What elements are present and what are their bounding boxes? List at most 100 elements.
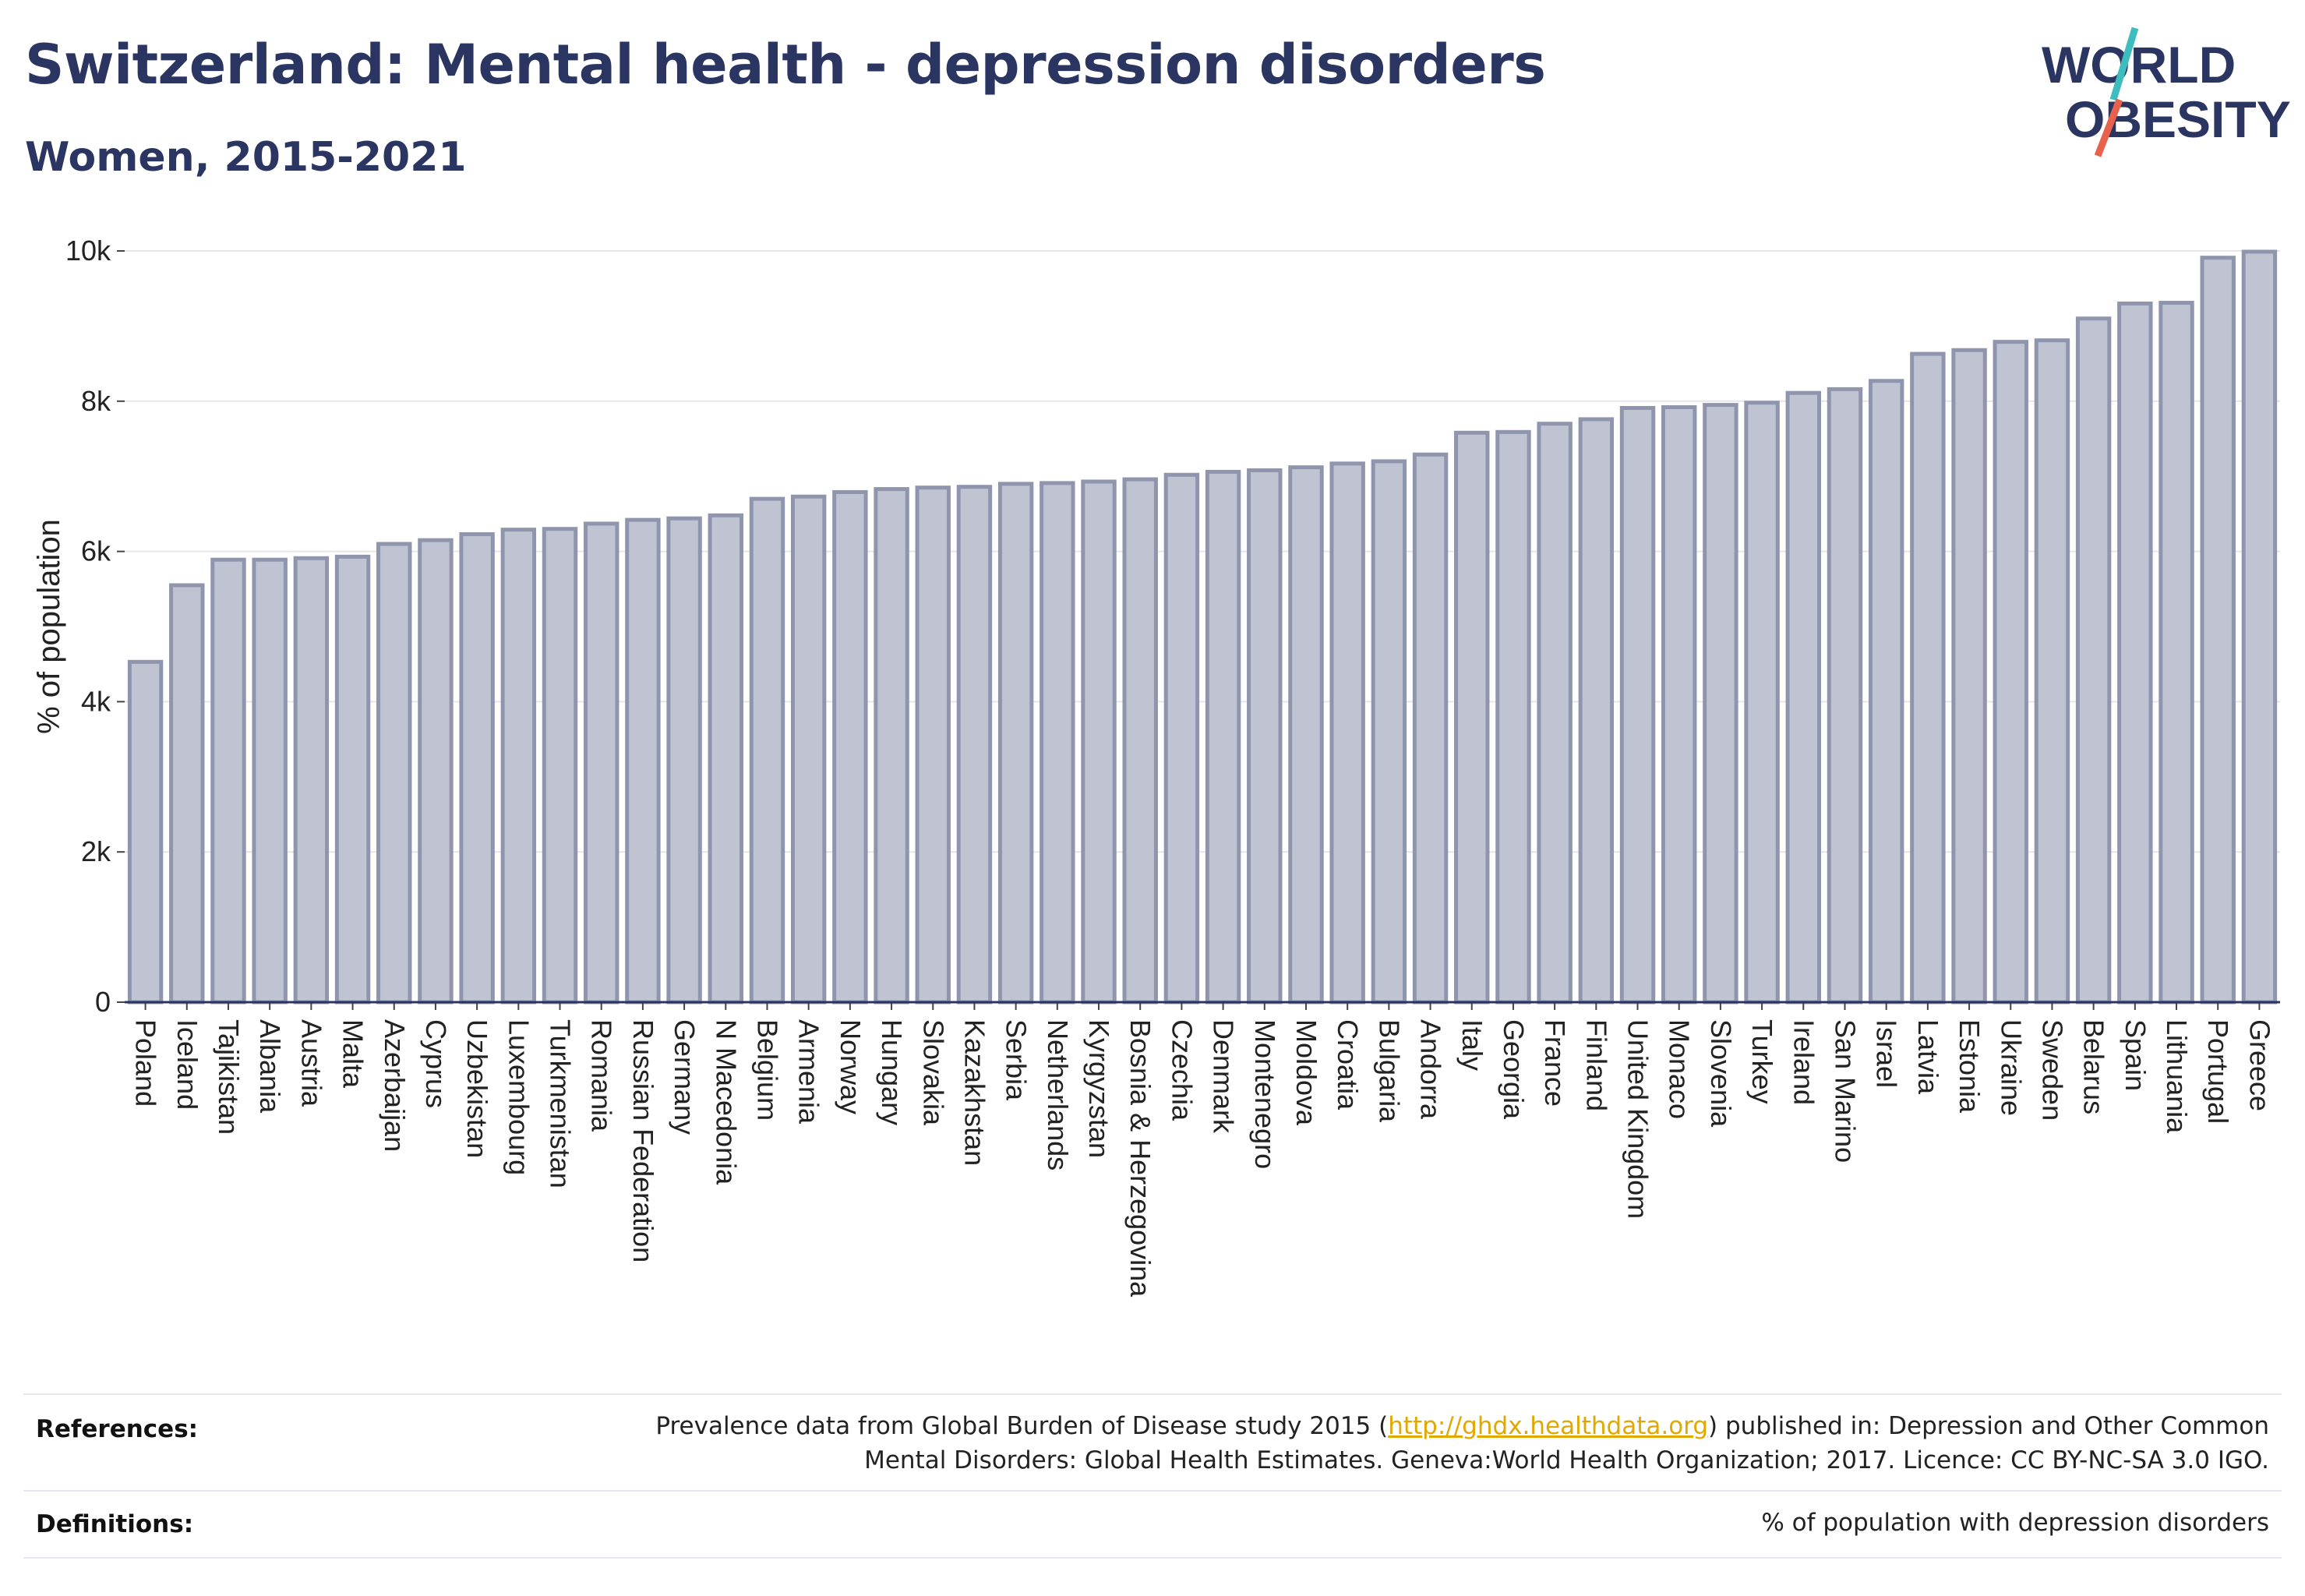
x-tick-label: Russian Federation xyxy=(627,1019,659,1262)
bar xyxy=(2117,301,2153,1005)
bar xyxy=(2159,301,2194,1005)
x-tick-label: Belgium xyxy=(751,1019,783,1121)
references-line-1: Prevalence data from Global Burden of Di… xyxy=(655,1409,2269,1443)
bar xyxy=(1371,459,1407,1005)
x-tick-label: Hungary xyxy=(876,1019,908,1125)
x-tick-label: Moldova xyxy=(1290,1019,1322,1126)
definitions-row: Definitions: % of population with depres… xyxy=(23,1490,2282,1559)
references-link[interactable]: http://ghdx.healthdata.org xyxy=(1388,1412,1709,1440)
bar xyxy=(418,538,454,1005)
x-tick-label: Denmark xyxy=(1208,1019,1240,1134)
bar xyxy=(915,486,951,1005)
bar xyxy=(1868,379,1904,1005)
x-tick-label: Kyrgyzstan xyxy=(1083,1019,1115,1158)
references-text: Prevalence data from Global Burden of Di… xyxy=(655,1409,2269,1478)
x-tick-label: Belarus xyxy=(2078,1019,2110,1114)
definitions-label: Definitions: xyxy=(36,1510,194,1538)
bar xyxy=(625,517,661,1005)
x-tick-label: Romania xyxy=(586,1019,618,1132)
x-tick-label: Albania xyxy=(254,1019,286,1114)
bar xyxy=(1951,348,1987,1005)
bar xyxy=(1040,481,1075,1005)
x-tick-label: Bulgaria xyxy=(1373,1019,1405,1123)
y-tick-label: 10k xyxy=(65,235,111,267)
x-tick-label: Netherlands xyxy=(1042,1019,1074,1171)
bar xyxy=(2200,256,2236,1005)
x-tick-label: Poland xyxy=(130,1019,162,1107)
chart-subtitle: Women, 2015-2021 xyxy=(25,134,467,181)
y-tick-label: 8k xyxy=(81,385,111,417)
bar xyxy=(459,531,495,1005)
bar xyxy=(956,485,993,1005)
bar xyxy=(169,583,205,1005)
bar xyxy=(1619,405,1656,1005)
x-tick-label: Armenia xyxy=(793,1019,825,1125)
x-tick-label: Luxembourg xyxy=(503,1019,535,1175)
x-tick-label: Turkmenistan xyxy=(545,1019,577,1188)
x-tick-label: Italy xyxy=(1456,1019,1488,1071)
x-tick-label: Czechia xyxy=(1166,1019,1198,1121)
x-tick-label: Monaco xyxy=(1664,1019,1696,1119)
logo-slash-red xyxy=(2094,98,2123,157)
x-tick-label: Kazakhstan xyxy=(958,1019,990,1166)
bar xyxy=(1661,405,1697,1005)
bar xyxy=(376,542,412,1005)
x-tick-label: Cyprus xyxy=(420,1019,452,1108)
x-tick-label: Spain xyxy=(2120,1019,2151,1091)
bar xyxy=(1537,422,1573,1005)
footer-notes: References: Prevalence data from Global … xyxy=(23,1393,2282,1559)
x-tick-label: Uzbekistan xyxy=(461,1019,493,1158)
chart-title: Switzerland: Mental health - depression … xyxy=(25,33,1546,97)
x-tick-label: United Kingdom xyxy=(1622,1019,1654,1219)
x-tick-label: Turkey xyxy=(1746,1019,1778,1104)
bar xyxy=(1744,401,1780,1005)
x-tick-label: Estonia xyxy=(1954,1019,1986,1114)
bar xyxy=(1081,479,1117,1005)
x-tick-label: Austria xyxy=(295,1019,327,1107)
references-row: References: Prevalence data from Global … xyxy=(23,1393,2282,1492)
world-obesity-logo: WORLD OBESITY xyxy=(2042,26,2291,157)
bar xyxy=(666,516,702,1005)
x-tick-label: Sweden xyxy=(2036,1019,2068,1121)
bar xyxy=(1495,429,1531,1005)
x-tick-label: Tajikistan xyxy=(213,1019,245,1135)
bar xyxy=(583,521,619,1005)
references-line-2: Mental Disorders: Global Health Estimate… xyxy=(864,1446,2269,1474)
x-tick-label: Azerbaijan xyxy=(379,1019,411,1152)
logo-line-1: WORLD xyxy=(2042,36,2236,94)
x-tick-label: San Marino xyxy=(1829,1019,1861,1163)
bar xyxy=(1247,468,1283,1005)
bar xyxy=(1993,340,2028,1005)
bar xyxy=(252,557,288,1005)
y-tick-label: 4k xyxy=(81,685,111,717)
y-axis-title: % of population xyxy=(32,519,66,734)
bar xyxy=(2075,316,2112,1005)
bar xyxy=(334,554,371,1005)
bar xyxy=(1288,465,1324,1005)
y-tick-label: 2k xyxy=(81,835,111,867)
x-tick-label: Germany xyxy=(669,1019,701,1135)
bar xyxy=(1122,477,1158,1005)
x-tick-label: Portugal xyxy=(2202,1019,2234,1124)
y-tick-label: 0 xyxy=(95,986,111,1018)
x-tick-label: Andorra xyxy=(1415,1019,1447,1120)
definitions-text: % of population with depression disorder… xyxy=(1761,1509,2269,1537)
x-tick-label: Ireland xyxy=(1788,1019,1820,1105)
references-line-1-pre: Prevalence data from Global Burden of Di… xyxy=(655,1412,1389,1440)
bar xyxy=(293,556,330,1005)
bar xyxy=(1163,472,1200,1005)
x-tick-label: Latvia xyxy=(1912,1019,1944,1095)
bar xyxy=(2034,338,2070,1005)
bar xyxy=(790,494,827,1005)
bar xyxy=(1412,452,1449,1005)
bar-chart: 0 2k 4k 6k 8k 10k % of population Poland Iceland… xyxy=(32,235,2280,1298)
x-tick-label: Iceland xyxy=(171,1019,203,1110)
x-tick-label: Georgia xyxy=(1498,1019,1530,1120)
x-tick-label: Malta xyxy=(337,1019,369,1089)
x-tick-label: Lithuania xyxy=(2161,1019,2193,1134)
bar xyxy=(210,557,246,1005)
bar xyxy=(832,489,868,1005)
bar xyxy=(1205,469,1241,1005)
bar xyxy=(997,482,1034,1005)
bar xyxy=(127,659,164,1005)
